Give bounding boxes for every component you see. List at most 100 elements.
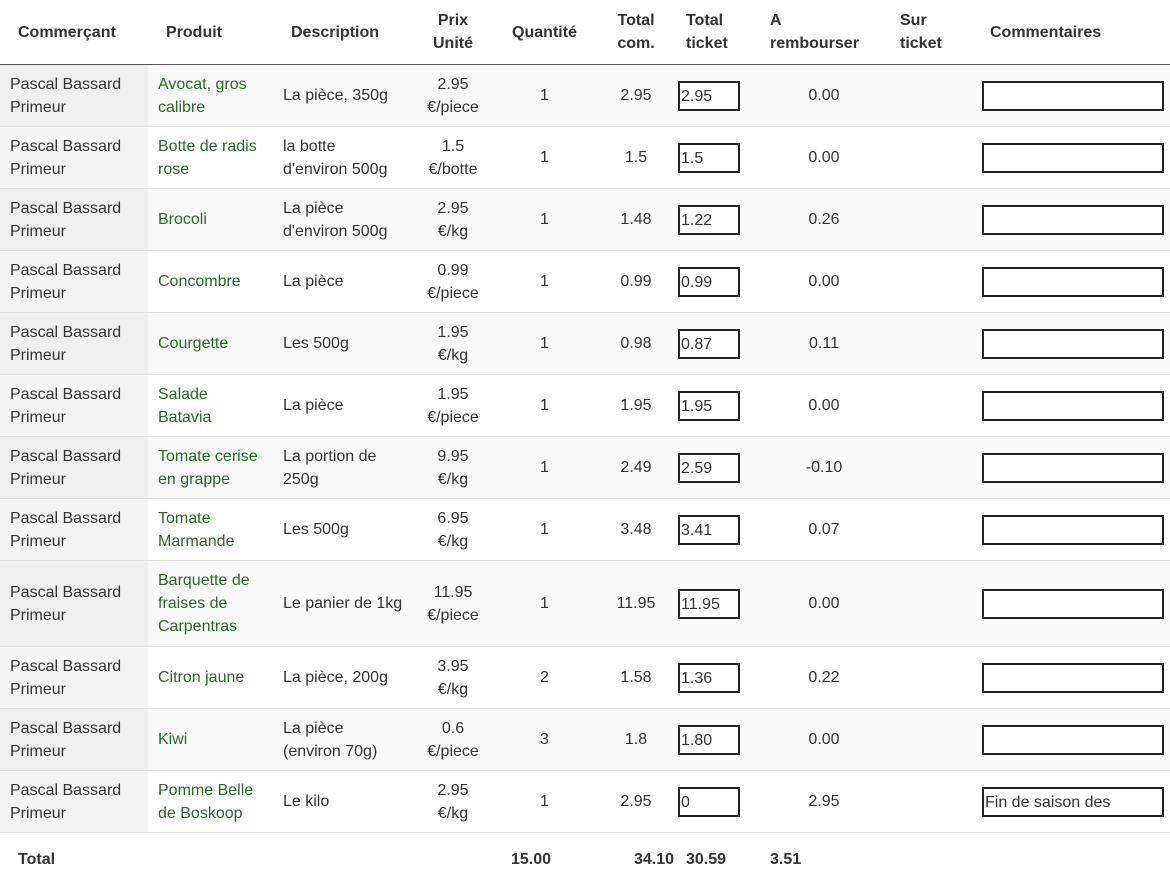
footer-quantity: 15.00	[493, 832, 596, 875]
table-row: Pascal Bassard Primeur Salade Batavia La p…	[0, 374, 1170, 437]
total-ticket-cell	[676, 188, 766, 251]
total-ticket-input[interactable]	[678, 786, 740, 817]
description-cell: Le panier de 1kg	[273, 560, 413, 647]
total-ticket-cell	[676, 770, 766, 833]
table-header: Commerçant Produit Description Prix Unit…	[0, 0, 1170, 65]
comment-textarea[interactable]: Fin de saison des pommes belle de	[982, 786, 1164, 817]
comment-textarea[interactable]	[982, 514, 1164, 545]
total-com-cell: 2.49	[596, 436, 676, 499]
header-on-ticket[interactable]: Sur ticket	[882, 0, 972, 65]
quantity-cell: 1	[493, 770, 596, 833]
table-row: Pascal Bassard Primeur Botte de radis ros…	[0, 126, 1170, 189]
product-cell[interactable]: Concombre	[148, 250, 273, 313]
merchant-cell: Pascal Bassard Primeur	[0, 646, 148, 709]
total-ticket-input[interactable]	[678, 266, 740, 297]
total-ticket-input[interactable]	[678, 80, 740, 111]
product-cell[interactable]: Avocat, gros calibre	[148, 64, 273, 127]
quantity-cell: 1	[493, 436, 596, 499]
table-row: Pascal Bassard Primeur Pomme Belle de Bos…	[0, 770, 1170, 833]
footer-empty	[413, 832, 493, 875]
total-ticket-input[interactable]	[678, 328, 740, 359]
total-ticket-input[interactable]	[678, 452, 740, 483]
refund-cell: 0.07	[766, 498, 882, 561]
refund-cell: 0.00	[766, 250, 882, 313]
product-cell[interactable]: Barquette de fraises de Carpentras	[148, 560, 273, 647]
header-product[interactable]: Produit	[148, 0, 273, 65]
comment-textarea[interactable]	[982, 204, 1164, 235]
table-row: Pascal Bassard Primeur Brocoli La pièce d'…	[0, 188, 1170, 251]
description-cell: La portion de 250g	[273, 436, 413, 499]
header-total-ticket[interactable]: Total ticket	[676, 0, 766, 65]
product-cell[interactable]: Tomate cerise en grappe	[148, 436, 273, 499]
refund-cell: 0.00	[766, 126, 882, 189]
header-description[interactable]: Description	[273, 0, 413, 65]
product-cell[interactable]: Citron jaune	[148, 646, 273, 709]
comment-cell	[972, 436, 1170, 499]
header-quantity[interactable]: Quantité	[493, 0, 596, 65]
header-refund[interactable]: A rembourser	[766, 0, 882, 65]
product-cell[interactable]: Brocoli	[148, 188, 273, 251]
footer-empty	[273, 832, 413, 875]
total-ticket-cell	[676, 64, 766, 127]
product-cell[interactable]: Salade Batavia	[148, 374, 273, 437]
comment-textarea[interactable]	[982, 328, 1164, 359]
footer-total-ticket: 30.59	[676, 832, 766, 875]
refund-cell: -0.10	[766, 436, 882, 499]
comment-cell	[972, 126, 1170, 189]
product-cell[interactable]: Kiwi	[148, 708, 273, 771]
unit-price-cell: 2.95 €/piece	[413, 64, 493, 127]
total-ticket-input[interactable]	[678, 724, 740, 755]
total-ticket-input[interactable]	[678, 142, 740, 173]
product-cell[interactable]: Courgette	[148, 312, 273, 375]
table-row: Pascal Bassard Primeur Barquette de frais…	[0, 560, 1170, 647]
header-unit-price[interactable]: Prix Unité	[413, 0, 493, 65]
merchant-cell: Pascal Bassard Primeur	[0, 708, 148, 771]
comment-textarea[interactable]	[982, 80, 1164, 111]
header-comments[interactable]: Commentaires	[972, 0, 1170, 65]
comment-textarea[interactable]	[982, 390, 1164, 421]
total-ticket-input[interactable]	[678, 204, 740, 235]
footer-empty	[882, 832, 972, 875]
comment-cell	[972, 560, 1170, 647]
total-com-cell: 2.95	[596, 770, 676, 833]
total-ticket-input[interactable]	[678, 514, 740, 545]
unit-price-cell: 0.99 €/piece	[413, 250, 493, 313]
product-cell[interactable]: Pomme Belle de Boskoop	[148, 770, 273, 833]
table-row: Pascal Bassard Primeur Avocat, gros calib…	[0, 64, 1170, 127]
total-ticket-input[interactable]	[678, 588, 740, 619]
total-ticket-cell	[676, 250, 766, 313]
header-merchant[interactable]: Commerçant	[0, 0, 148, 65]
comment-textarea[interactable]	[982, 452, 1164, 483]
total-ticket-cell	[676, 436, 766, 499]
quantity-cell: 1	[493, 560, 596, 647]
comment-cell	[972, 250, 1170, 313]
description-cell: La pièce (environ 70g)	[273, 708, 413, 771]
total-com-cell: 0.99	[596, 250, 676, 313]
merchant-cell: Pascal Bassard Primeur	[0, 250, 148, 313]
quantity-cell: 1	[493, 312, 596, 375]
header-total-com[interactable]: Total com.	[596, 0, 676, 65]
product-cell[interactable]: Tomate Marmande	[148, 498, 273, 561]
comment-cell	[972, 646, 1170, 709]
merchant-cell: Pascal Bassard Primeur	[0, 770, 148, 833]
unit-price-cell: 3.95 €/kg	[413, 646, 493, 709]
comment-textarea[interactable]	[982, 588, 1164, 619]
comment-cell	[972, 708, 1170, 771]
description-cell: La pièce d'environ 500g	[273, 188, 413, 251]
total-com-cell: 11.95	[596, 560, 676, 647]
unit-price-cell: 0.6 €/piece	[413, 708, 493, 771]
comment-textarea[interactable]	[982, 266, 1164, 297]
table-row: Pascal Bassard Primeur Citron jaune La piè…	[0, 646, 1170, 709]
total-ticket-input[interactable]	[678, 390, 740, 421]
comment-cell	[972, 312, 1170, 375]
total-ticket-input[interactable]	[678, 662, 740, 693]
product-cell[interactable]: Botte de radis rose	[148, 126, 273, 189]
refund-cell: 0.11	[766, 312, 882, 375]
comment-textarea[interactable]	[982, 142, 1164, 173]
comment-cell	[972, 498, 1170, 561]
description-cell: La pièce	[273, 250, 413, 313]
comment-textarea[interactable]	[982, 662, 1164, 693]
comment-textarea[interactable]	[982, 724, 1164, 755]
refund-cell: 2.95	[766, 770, 882, 833]
